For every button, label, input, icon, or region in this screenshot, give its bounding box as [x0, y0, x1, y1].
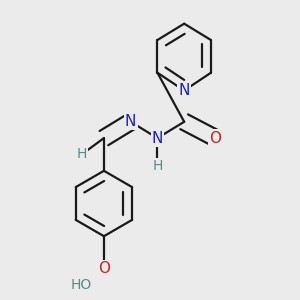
Text: H: H: [152, 159, 163, 173]
Text: N: N: [152, 130, 163, 146]
Text: O: O: [98, 261, 110, 276]
Text: N: N: [125, 114, 136, 129]
Text: H: H: [76, 148, 87, 161]
Text: HO: HO: [71, 278, 92, 292]
Text: N: N: [178, 83, 190, 98]
Text: O: O: [209, 130, 221, 146]
